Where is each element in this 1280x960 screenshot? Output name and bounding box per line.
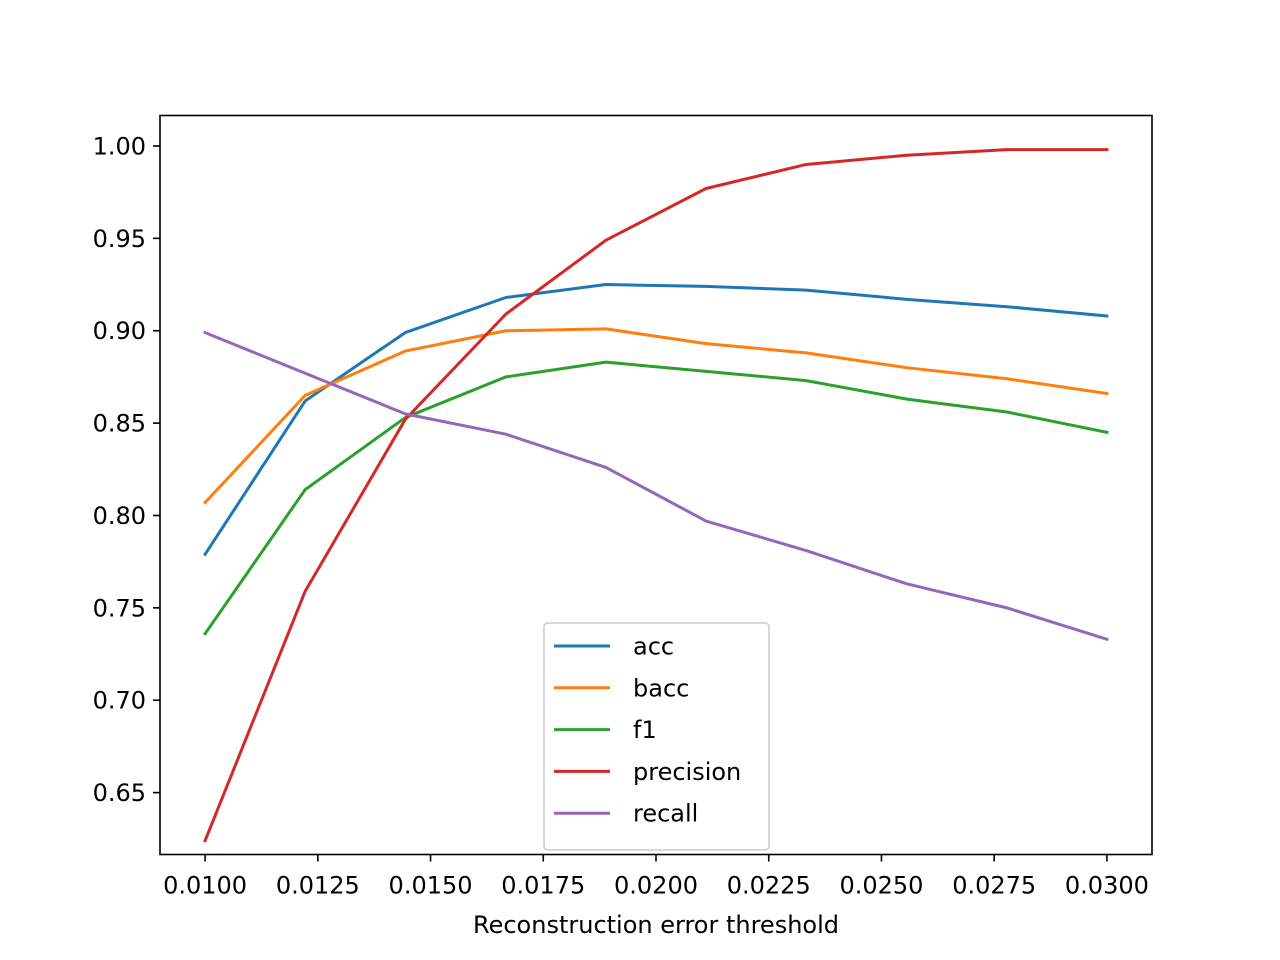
legend-box bbox=[543, 622, 770, 851]
y-tick-label: 1.00 bbox=[93, 132, 146, 160]
legend-label-acc: acc bbox=[633, 633, 674, 661]
series-line-bacc bbox=[202, 327, 1109, 505]
legend-label-recall: recall bbox=[633, 800, 698, 828]
x-tick-label: 0.0250 bbox=[839, 872, 923, 900]
legend-label-f1: f1 bbox=[633, 716, 657, 744]
x-tick-label: 0.0125 bbox=[276, 872, 360, 900]
x-tick-label: 0.0150 bbox=[389, 872, 473, 900]
series-line-acc bbox=[203, 283, 1109, 557]
x-tick-label: 0.0100 bbox=[163, 872, 247, 900]
x-tick-label: 0.0300 bbox=[1065, 872, 1149, 900]
series-line-f1 bbox=[203, 360, 1109, 636]
x-tick-label: 0.0200 bbox=[614, 872, 698, 900]
y-tick-label: 0.95 bbox=[93, 225, 146, 253]
legend-label-precision: precision bbox=[633, 758, 741, 786]
x-tick-label: 0.0175 bbox=[501, 872, 585, 900]
series-line-precision bbox=[203, 148, 1109, 843]
y-axis-ticks: 0.65 0.70 0.75 0.80 0.85 0.90 0.95 1.00 bbox=[93, 132, 160, 807]
series-line-recall bbox=[203, 330, 1109, 642]
y-tick-label: 0.85 bbox=[93, 410, 146, 438]
y-tick-label: 0.65 bbox=[93, 779, 146, 807]
y-tick-label: 0.80 bbox=[93, 502, 146, 530]
x-tick-label: 0.0275 bbox=[952, 872, 1036, 900]
x-axis-ticks: 0.0100 0.0125 0.0150 0.0175 0.0200 0.0225 0.02… bbox=[163, 854, 1149, 900]
x-tick-label: 0.0225 bbox=[727, 872, 811, 900]
legend-label-bacc: bacc bbox=[633, 674, 689, 702]
y-tick-label: 0.90 bbox=[93, 317, 146, 345]
legend: acc bacc f1 precision recall bbox=[543, 622, 770, 851]
series-lines bbox=[202, 148, 1109, 843]
y-tick-label: 0.70 bbox=[93, 687, 146, 715]
x-axis-label: Reconstruction error threshold bbox=[473, 911, 839, 939]
y-tick-label: 0.75 bbox=[93, 594, 146, 622]
